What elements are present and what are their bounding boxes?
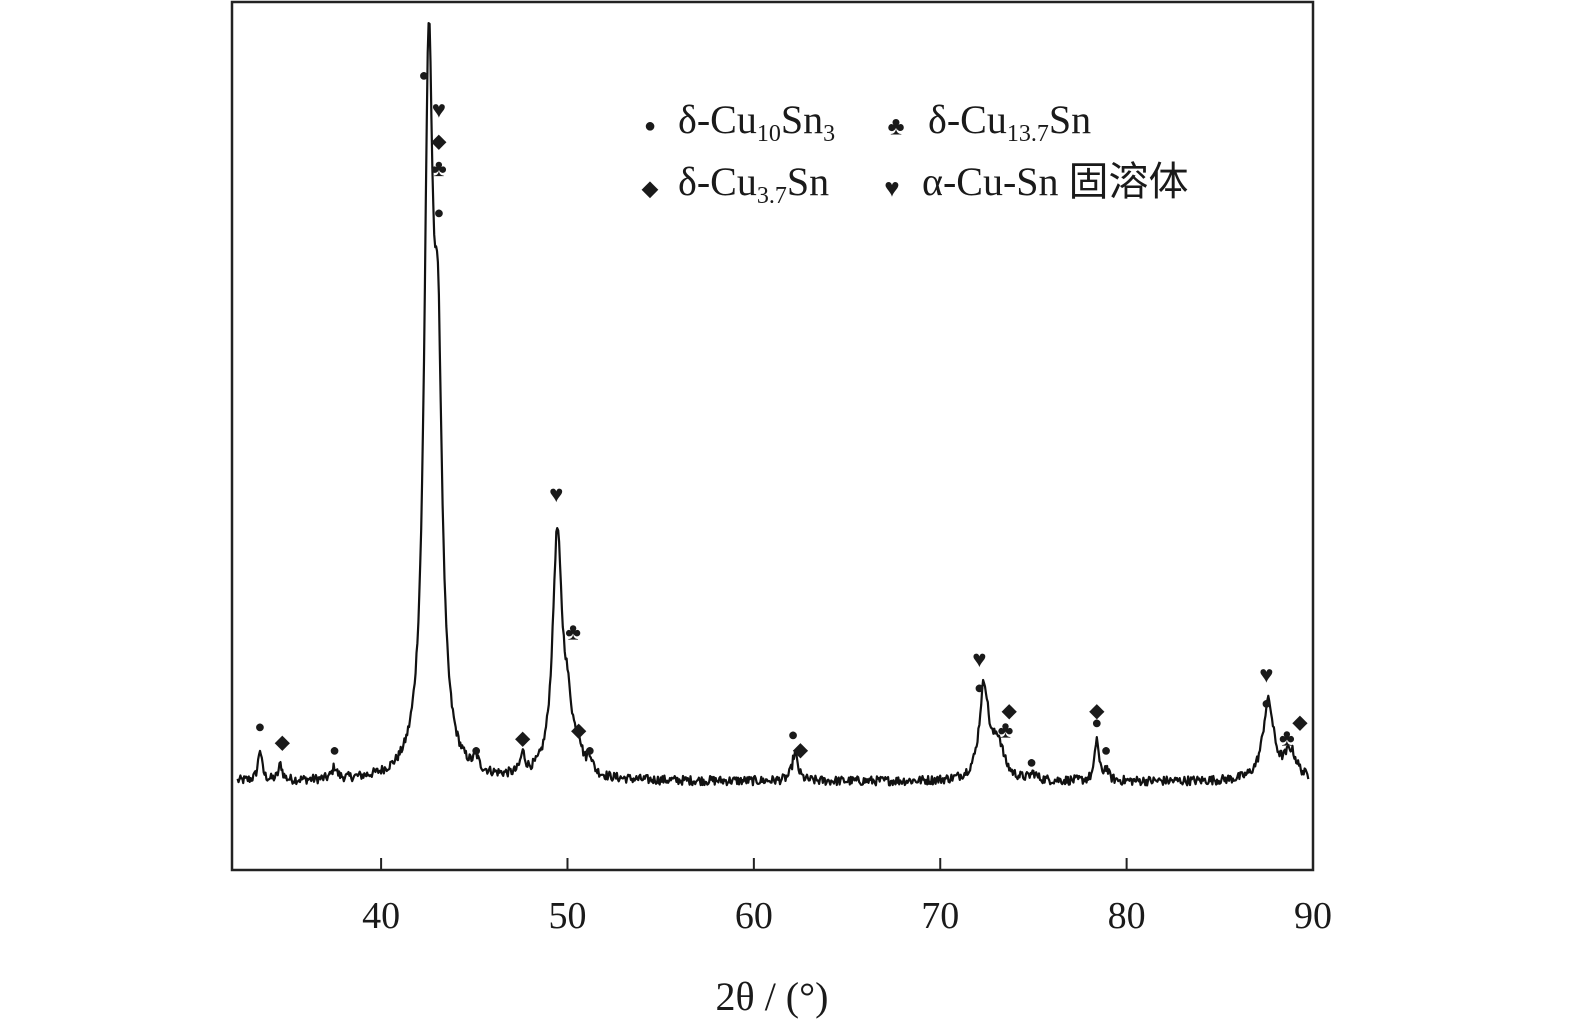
xrd-pattern-line [236,22,1310,787]
phase-marker-delta-Cu10Sn3: ● [788,724,799,744]
phase-marker-delta-Cu10Sn3: ● [1261,693,1272,713]
legend-text-part: Sn [1049,97,1091,142]
phase-marker-delta-Cu13-7Sn: ♣ [431,156,447,182]
legend-text-part: α-Cu-Sn 固溶体 [922,159,1189,204]
legend-text-part: 10 [757,121,781,147]
legend-label-delta-Cu13-7Sn: δ-Cu13.7Sn [928,97,1091,147]
x-tick-label: 70 [921,895,959,937]
phase-marker-delta-Cu13-7Sn: ♣ [1279,725,1295,751]
legend-marker-alpha-CuSn: ♥ [884,174,899,203]
phase-marker-delta-Cu10Sn3: ● [329,740,340,760]
legend-marker-delta-Cu3-7Sn: ◆ [642,176,659,201]
legend-label-delta-Cu3-7Sn: δ-Cu3.7Sn [678,159,829,209]
phase-marker-delta-Cu10Sn3: ● [584,740,595,760]
phase-marker-delta-Cu13-7Sn: ♣ [565,619,581,645]
phase-marker-delta-Cu3-7Sn: ◆ [1002,700,1018,722]
legend: ● δ-Cu10Sn3 ♣ δ-Cu13.7Sn◆ δ-Cu3.7Sn ♥ α-Cu-Sn … [642,97,1189,209]
x-tick-label: 90 [1294,895,1332,937]
legend-text-part: δ-Cu [678,159,757,204]
legend-text-part: Sn [787,159,829,204]
phase-marker-delta-Cu10Sn3: ● [433,202,444,222]
phase-marker-delta-Cu10Sn3: ● [255,717,266,737]
legend-label-alpha-CuSn: α-Cu-Sn 固溶体 [922,159,1189,204]
phase-marker-delta-Cu3-7Sn: ◆ [431,131,447,153]
phase-marker-delta-Cu3-7Sn: ◆ [571,719,587,741]
legend-text-part: 13.7 [1007,121,1049,147]
legend-label-delta-Cu10Sn3: δ-Cu10Sn3 [678,97,835,147]
series-layer [236,22,1310,787]
x-tick-label: 80 [1108,895,1146,937]
phase-marker-alpha-CuSn: ♥ [972,647,986,673]
phase-marker-delta-Cu10Sn3: ● [471,740,482,760]
plot-frame [230,0,1315,872]
x-tick-label: 50 [548,895,586,937]
legend-text-part: 3 [823,121,835,147]
phase-marker-delta-Cu10Sn3: ● [419,65,430,85]
phase-marker-delta-Cu10Sn3: ● [1101,740,1112,760]
x-axis-title: 2θ / (°) [716,974,829,1019]
legend-marker-delta-Cu13-7Sn: ♣ [887,112,904,141]
phase-marker-delta-Cu3-7Sn: ◆ [1089,700,1105,722]
phase-marker-delta-Cu10Sn3: ● [974,677,985,697]
legend-text-part: Sn [781,97,823,142]
phase-marker-delta-Cu3-7Sn: ◆ [793,739,809,761]
phase-marker-delta-Cu10Sn3: ● [1026,752,1037,772]
x-tick-label: 40 [362,895,400,937]
phase-markers: ●◆ ●●♥◆♣●●◆♥♣◆●●◆♥●◆♣●◆●●♥●◆♣ [255,65,1309,772]
phase-marker-alpha-CuSn: ♥ [549,482,563,508]
x-axis-ticks: 40 50 60 70 80 90 [362,858,1332,937]
phase-marker-delta-Cu10Sn3: ● [1091,713,1102,733]
phase-marker-alpha-CuSn: ♥ [1259,663,1273,689]
phase-marker-delta-Cu13-7Sn: ♣ [998,717,1014,743]
phase-marker-delta-Cu3-7Sn: ◆ [275,731,291,753]
phase-marker-delta-Cu3-7Sn: ◆ [1292,712,1308,734]
legend-text-part: δ-Cu [928,97,1007,142]
x-tick-label: 60 [735,895,773,937]
phase-marker-alpha-CuSn: ♥ [432,97,446,123]
phase-marker-delta-Cu3-7Sn: ◆ [515,727,531,749]
legend-marker-delta-Cu10Sn3: ● [644,115,656,137]
legend-text-part: δ-Cu [678,97,757,142]
legend-text-part: 3.7 [757,183,787,209]
